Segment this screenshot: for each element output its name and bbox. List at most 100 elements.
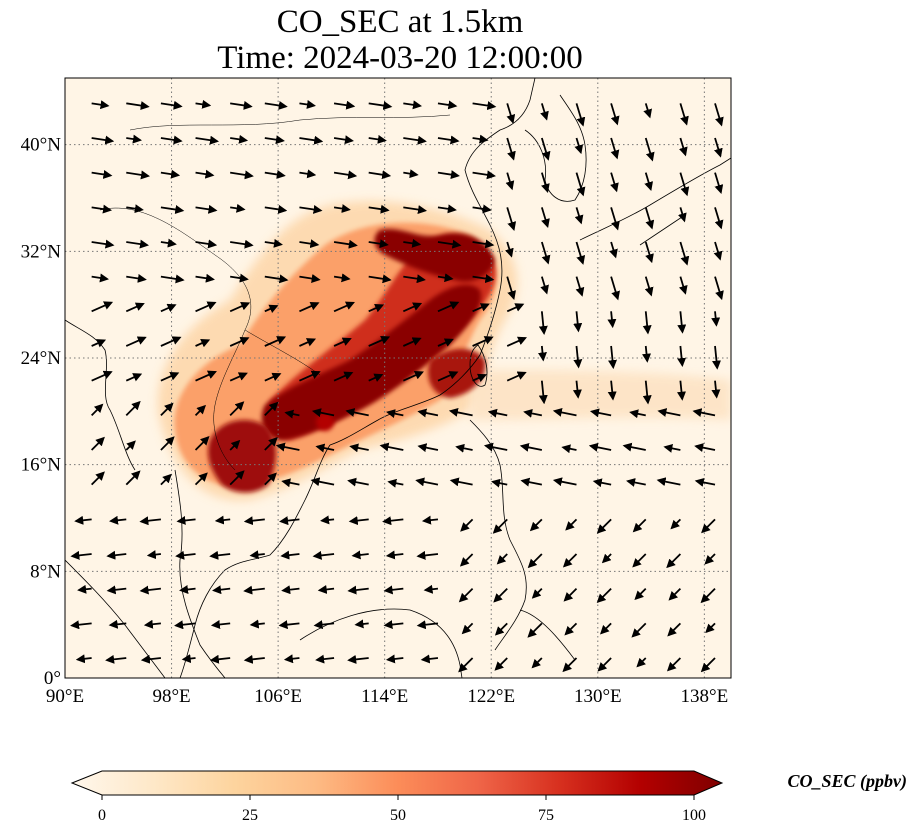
coastline-philippines [469, 419, 576, 661]
colorbar-tick-label: 0 [98, 807, 106, 824]
colorbar-tick-label: 100 [682, 807, 706, 824]
wind-arrow [575, 103, 586, 127]
wind-arrow [160, 303, 177, 313]
wind-arrow [333, 170, 358, 180]
wind-arrow [160, 402, 174, 416]
wind-arrow [195, 370, 217, 382]
wind-arrow [437, 239, 462, 249]
wind-arrow [668, 588, 682, 601]
wind-arrow [347, 477, 369, 487]
x-tick-label: 106°E [254, 686, 302, 707]
wind-arrow [599, 622, 612, 635]
wind-arrow [281, 478, 300, 488]
wind-arrow [230, 134, 249, 144]
wind-arrow [229, 372, 248, 382]
wind-arrow [626, 478, 646, 487]
wind-arrow [368, 304, 385, 313]
wind-arrow [230, 170, 254, 180]
wind-arrow [109, 515, 127, 525]
wind-arrow [175, 550, 196, 560]
wind-arrow [195, 169, 215, 179]
wind-arrow [642, 311, 652, 335]
wind-arrow [106, 585, 127, 595]
wind-arrow [679, 172, 690, 197]
wind-arrow [694, 477, 716, 487]
wind-arrow [403, 238, 422, 248]
wind-arrow [179, 585, 196, 594]
wind-arrow [642, 380, 652, 405]
wind-arrow [229, 470, 245, 486]
wind-arrow [160, 436, 175, 451]
wind-arrow [472, 134, 489, 144]
wind-arrow [540, 276, 549, 295]
wind-arrow [493, 588, 508, 603]
border-lines [99, 114, 451, 471]
wind-arrow [280, 550, 300, 560]
wind-arrow [714, 276, 724, 301]
wind-arrow [333, 239, 358, 249]
wind-arrow [70, 550, 92, 560]
wind-arrow [421, 515, 439, 525]
wind-arrow [701, 518, 716, 534]
wind-arrow [278, 620, 300, 630]
wind-arrow [694, 443, 716, 453]
wind-arrow [458, 588, 474, 603]
wind-arrow [125, 373, 143, 382]
wind-arrow [333, 273, 351, 283]
wind-arrow [91, 100, 110, 110]
wind-arrow [531, 588, 543, 599]
wind-arrow [677, 207, 687, 223]
wind-arrow [74, 515, 92, 525]
wind-arrow [506, 207, 517, 232]
y-tick-label: 8°N [30, 561, 61, 582]
wind-arrow [230, 273, 249, 283]
wind-arrow [403, 100, 422, 110]
wind-arrow [299, 274, 321, 283]
wind-arrow [212, 585, 231, 595]
wind-arrow [519, 442, 543, 452]
wind-arrow [281, 585, 300, 595]
wind-arrow [538, 345, 547, 362]
wind-arrow [315, 443, 335, 453]
wind-arrow [264, 135, 285, 145]
wind-arrow [275, 442, 300, 452]
wind-arrow [460, 518, 474, 532]
wind-arrow [243, 654, 265, 664]
wind-arrow [70, 620, 92, 630]
wind-arrow [347, 585, 369, 595]
map-plot-area [65, 78, 731, 678]
wind-arrow [540, 207, 550, 229]
wind-arrow [143, 619, 162, 629]
wind-arrow [677, 380, 686, 401]
wind-arrow [299, 370, 321, 382]
wind-arrow [562, 657, 578, 673]
wind-arrow [679, 103, 689, 126]
wind-arrow [417, 443, 439, 453]
colorbar-tick-label: 25 [242, 807, 258, 824]
wind-arrow [139, 516, 162, 526]
wind-arrow [181, 654, 196, 664]
wind-arrow [264, 437, 278, 451]
wind-arrow [313, 620, 335, 630]
wind-arrow [494, 622, 508, 636]
coastline-indochina [179, 444, 331, 678]
wind-arrow [472, 101, 497, 111]
wind-arrow [448, 407, 473, 417]
wind-arrow [105, 654, 127, 664]
wind-arrow [229, 439, 241, 451]
wind-arrow [91, 471, 105, 486]
wind-arrow [368, 239, 389, 249]
wind-arrow [403, 135, 427, 145]
wind-arrow [663, 443, 681, 453]
wind-arrow [644, 276, 654, 297]
wind-arrow [174, 620, 196, 630]
wind-arrow [529, 518, 543, 532]
wind-arrow [106, 550, 127, 560]
wind-arrow [610, 172, 619, 193]
coastline-sumatra [65, 559, 166, 678]
wind-arrow [596, 588, 612, 604]
wind-arrow [575, 276, 585, 297]
wind-arrow [552, 477, 577, 487]
wind-arrow [77, 584, 92, 594]
wind-arrow [299, 135, 324, 145]
